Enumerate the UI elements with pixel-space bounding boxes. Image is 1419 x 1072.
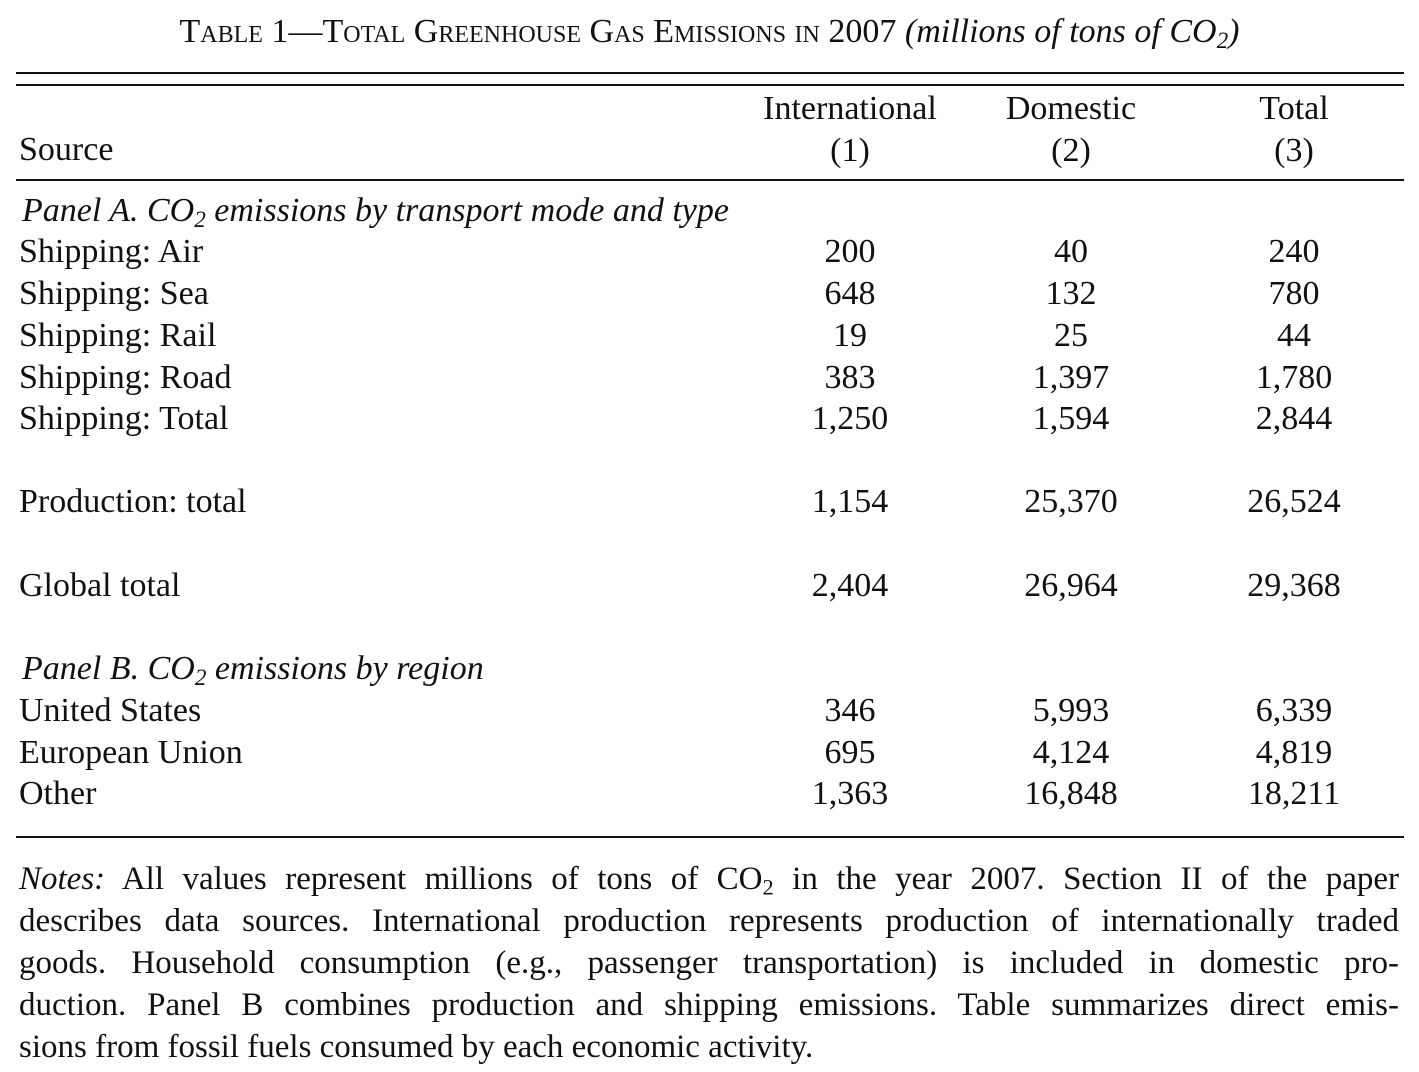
cell-total: 2,844 [1255, 400, 1333, 437]
bottom-rule [16, 836, 1404, 838]
cell-international: 2,404 [811, 567, 889, 604]
top-rule-upper [16, 72, 1404, 74]
cell-domestic: 26,964 [1024, 567, 1118, 604]
cell-total: 4,819 [1255, 734, 1333, 771]
cell-total: 44 [1277, 317, 1311, 354]
top-rule-lower [16, 84, 1404, 86]
row-label: Production: total [19, 483, 247, 520]
cell-international: 200 [824, 233, 876, 270]
cell-total: 240 [1268, 233, 1320, 270]
header-total-number: (3) [1274, 132, 1314, 169]
header-source: Source [19, 131, 114, 168]
header-domestic: Domestic [1005, 90, 1137, 127]
row-label: United States [19, 692, 202, 729]
cell-international: 1,154 [811, 483, 889, 520]
notes-label: Notes: [19, 861, 106, 897]
cell-domestic: 25,370 [1024, 483, 1118, 520]
table-row: European Union 695 4,124 4,819 [0, 732, 1419, 774]
table-row: Shipping: Rail 19 25 44 [0, 315, 1419, 357]
cell-domestic: 5,993 [1032, 692, 1110, 729]
row-label: Global total [19, 567, 181, 604]
cell-domestic: 132 [1045, 275, 1097, 312]
table-row: Shipping: Air 200 40 240 [0, 231, 1419, 273]
notes-line: Notes: All values represent millions of … [19, 861, 1399, 900]
cell-international: 19 [833, 317, 867, 354]
cell-international: 383 [824, 359, 876, 396]
cell-total: 1,780 [1255, 359, 1333, 396]
header-rule [16, 179, 1404, 181]
header-international-number: (1) [830, 132, 870, 169]
row-label: Shipping: Rail [19, 317, 217, 354]
row-label: European Union [19, 734, 243, 771]
panel-a-title: Panel A. CO2 emissions by transport mode… [22, 192, 729, 233]
cell-total: 29,368 [1247, 567, 1341, 604]
table-row: Other 1,363 16,848 18,211 [0, 773, 1419, 815]
cell-domestic: 1,594 [1032, 400, 1110, 437]
cell-domestic: 4,124 [1032, 734, 1110, 771]
row-label: Shipping: Air [19, 233, 204, 270]
caption-dash: — [288, 13, 323, 50]
panel-b-title: Panel B. CO2 emissions by region [22, 650, 484, 691]
notes-line: duction. Panel B combines production and… [19, 987, 1399, 1023]
notes-line: describes data sources. International pr… [19, 903, 1399, 939]
table-row: Shipping: Total 1,250 1,594 2,844 [0, 398, 1419, 440]
header-international: International [763, 90, 937, 127]
cell-domestic: 16,848 [1024, 775, 1118, 812]
table-row: United States 346 5,993 6,339 [0, 690, 1419, 732]
cell-international: 695 [824, 734, 876, 771]
table-notes: Notes: All values represent millions of … [19, 858, 1399, 1068]
row-label: Shipping: Total [19, 400, 229, 437]
cell-total: 18,211 [1247, 775, 1341, 812]
global-total-row: Global total 2,404 26,964 29,368 [0, 565, 1419, 607]
cell-total: 6,339 [1255, 692, 1333, 729]
production-total-row: Production: total 1,154 25,370 26,524 [0, 481, 1419, 523]
row-label: Other [19, 775, 97, 812]
header-domestic-number: (2) [1051, 132, 1091, 169]
cell-international: 1,250 [811, 400, 889, 437]
cell-total: 26,524 [1247, 483, 1341, 520]
table-row: Shipping: Sea 648 132 780 [0, 273, 1419, 315]
cell-international: 1,363 [811, 775, 889, 812]
table-caption: Table 1—Total Greenhouse Gas Emissions i… [0, 12, 1419, 52]
cell-total: 780 [1268, 275, 1320, 312]
header-total: Total [1259, 90, 1329, 127]
table-label: Table 1 [179, 13, 289, 50]
row-label: Shipping: Sea [19, 275, 209, 312]
cell-international: 346 [824, 692, 876, 729]
cell-domestic: 1,397 [1032, 359, 1110, 396]
table-title: Total Greenhouse Gas Emissions in 2007 [322, 13, 897, 50]
cell-domestic: 40 [1054, 233, 1088, 270]
notes-line: goods. Household consumption (e.g., pass… [19, 945, 1399, 981]
cell-international: 648 [824, 275, 876, 312]
cell-domestic: 25 [1054, 317, 1088, 354]
notes-line: sions from fossil fuels consumed by each… [19, 1029, 814, 1065]
table-row: Shipping: Road 383 1,397 1,780 [0, 357, 1419, 399]
row-label: Shipping: Road [19, 359, 232, 396]
table-units: (millions of tons of CO2) [904, 13, 1240, 54]
